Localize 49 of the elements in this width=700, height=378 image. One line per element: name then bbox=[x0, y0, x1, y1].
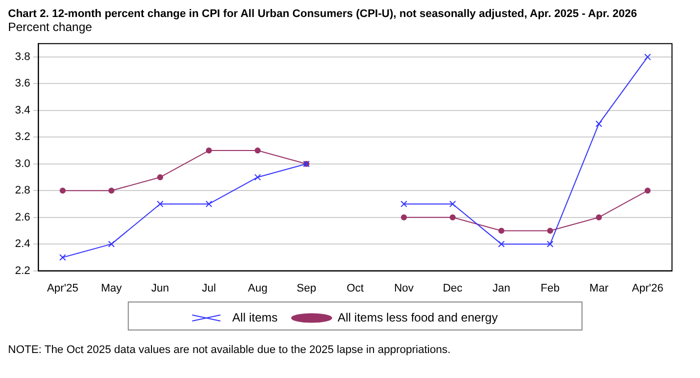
point bbox=[254, 148, 261, 154]
point bbox=[450, 214, 456, 220]
y-tick-label: 2.4 bbox=[14, 238, 30, 250]
x-tick-label: Jul bbox=[202, 282, 216, 294]
y-tick-label: 3.8 bbox=[14, 50, 30, 63]
y-tick-label: 2.8 bbox=[14, 184, 30, 197]
x-tick-label: Apr'26 bbox=[632, 282, 664, 294]
point bbox=[60, 188, 66, 194]
legend-label: All items bbox=[232, 310, 278, 324]
point bbox=[546, 240, 554, 248]
chart-title: Chart 2. 12-month percent change in CPI for All Urban Consumers (CPI-U), not seasonally adjusted, Apr. 2025 - Apr. 2026 bbox=[8, 8, 638, 20]
x-tick-label: Mar bbox=[589, 282, 609, 294]
point bbox=[108, 240, 115, 248]
point bbox=[206, 200, 212, 208]
y-tick-label: 3.2 bbox=[14, 131, 30, 144]
point bbox=[644, 188, 651, 194]
point bbox=[157, 174, 164, 180]
point bbox=[400, 214, 407, 220]
x-tick-label: Dec bbox=[442, 282, 463, 294]
y-tick-label: 2.2 bbox=[14, 264, 30, 277]
y-axis-title: Percent change bbox=[8, 20, 94, 34]
point bbox=[156, 200, 164, 208]
point bbox=[206, 148, 212, 154]
x-tick-label: May bbox=[101, 282, 122, 294]
x-tick-label: Jan bbox=[492, 282, 510, 294]
point bbox=[108, 188, 114, 194]
point bbox=[400, 200, 408, 208]
legend-label: All items less food and energy bbox=[338, 310, 498, 324]
point bbox=[596, 120, 602, 128]
point bbox=[644, 54, 651, 60]
y-tick-label: 2.6 bbox=[14, 211, 30, 224]
point bbox=[498, 228, 504, 234]
y-tick-label: 3.4 bbox=[14, 104, 30, 116]
x-tick-label: Sep bbox=[296, 282, 316, 294]
point bbox=[254, 174, 261, 181]
point bbox=[59, 254, 66, 261]
point bbox=[547, 228, 554, 234]
x-tick-label: Feb bbox=[540, 282, 560, 294]
x-tick-label: Apr'25 bbox=[46, 282, 78, 294]
x-tick-label: Jun bbox=[151, 282, 170, 294]
x-tick-label: Nov bbox=[394, 282, 414, 294]
y-tick-label: 3.0 bbox=[14, 158, 30, 170]
text: NOTE: The Oct 2025 data values are not available due to the 2025 lapse in appropriations. bbox=[8, 344, 452, 356]
point bbox=[596, 214, 602, 220]
point bbox=[449, 200, 456, 208]
x-tick-label: Aug bbox=[248, 282, 268, 294]
y-tick-label: 3.6 bbox=[14, 78, 30, 90]
point bbox=[498, 240, 505, 248]
x-tick-label: Oct bbox=[346, 282, 364, 294]
